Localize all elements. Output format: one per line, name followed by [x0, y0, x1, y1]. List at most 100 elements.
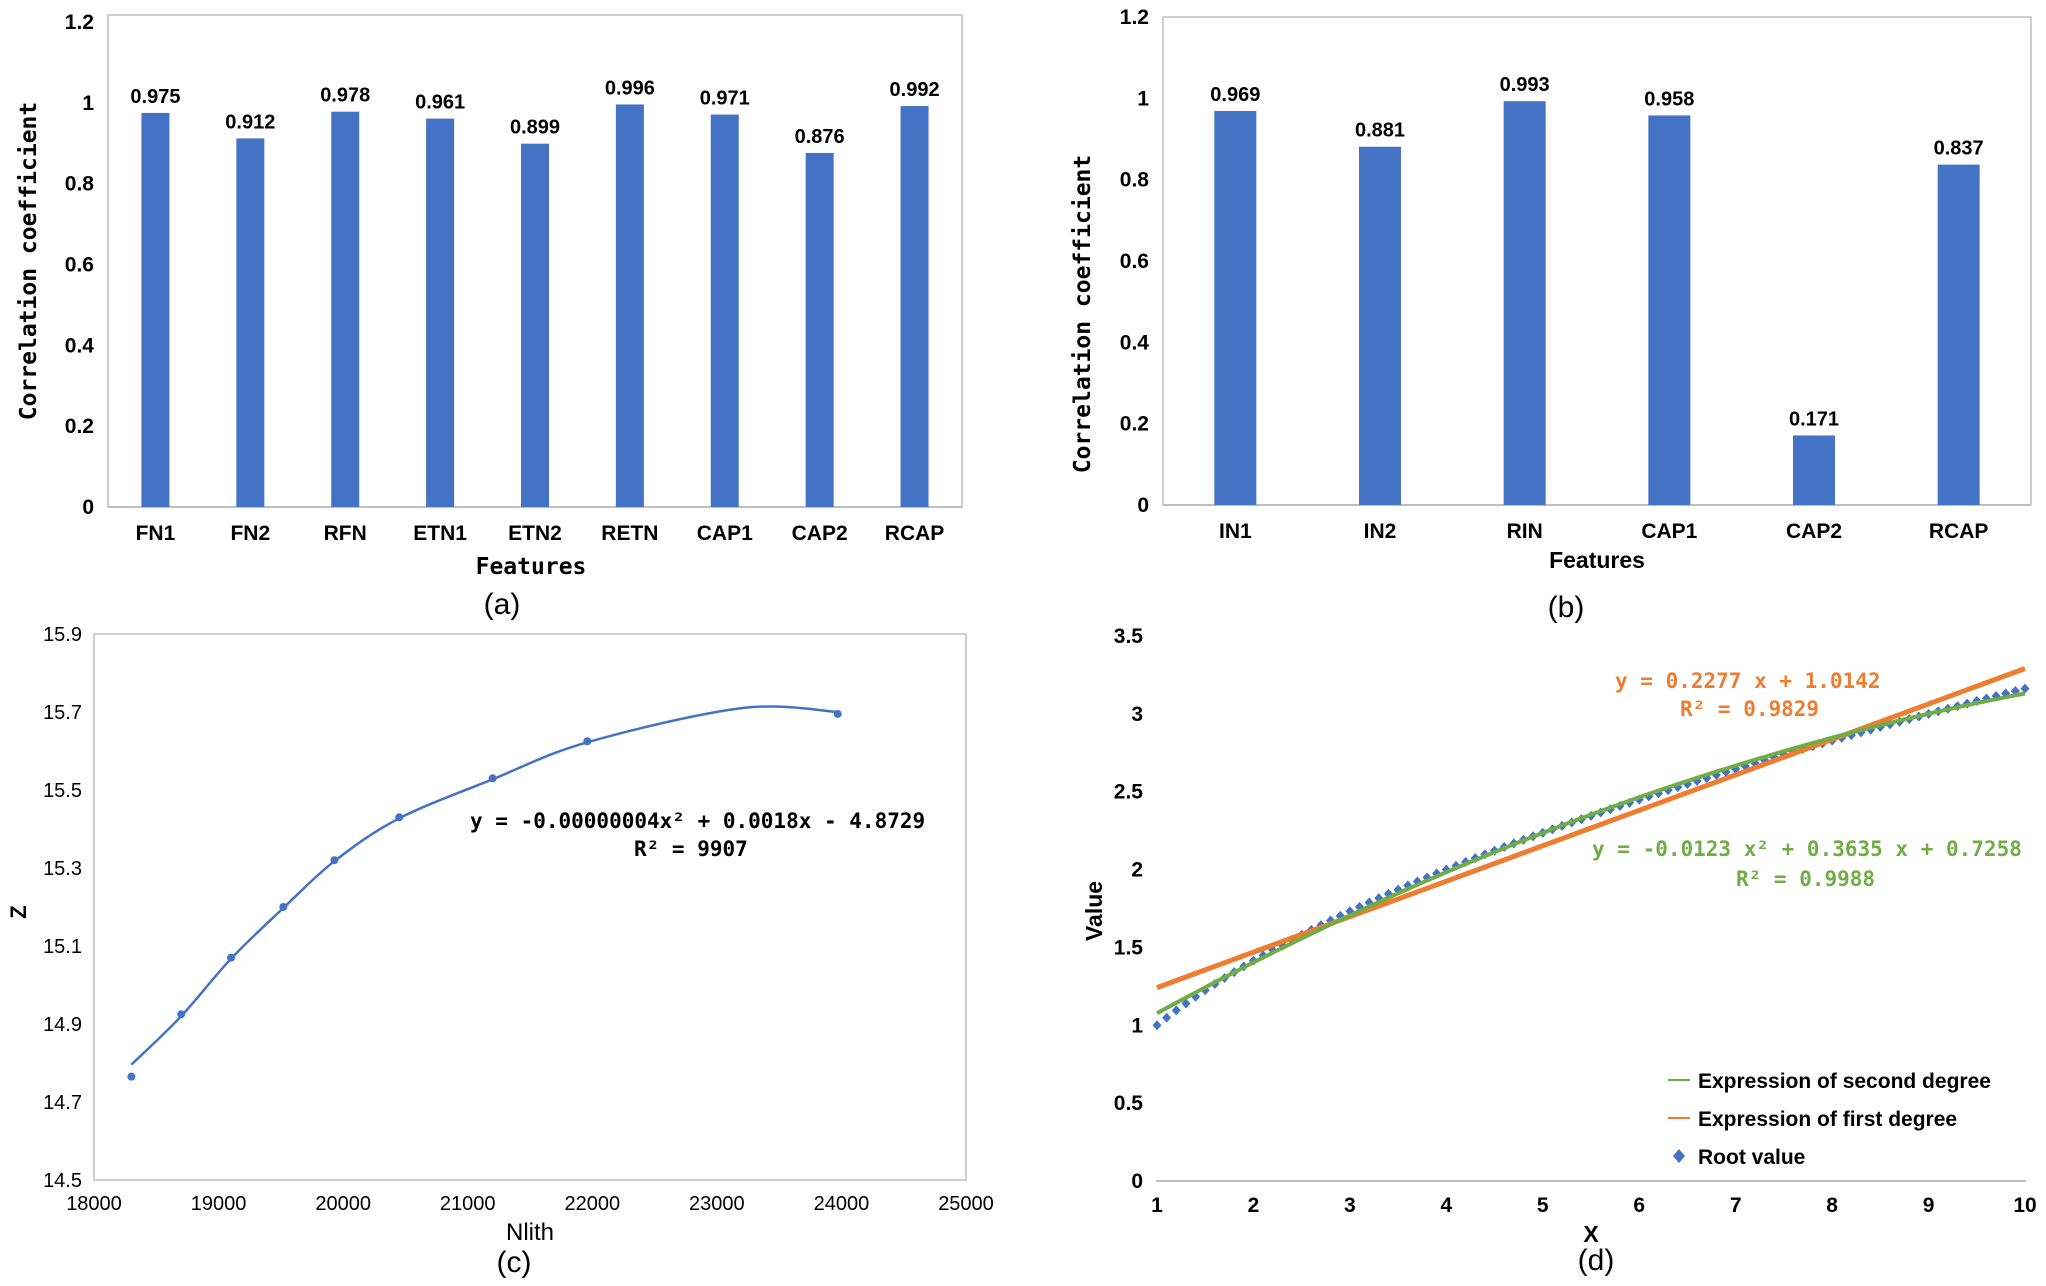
- chart-a-x-tick: ETN2: [508, 522, 562, 545]
- chart-d-x-tick: 4: [1440, 1194, 1452, 1217]
- chart-c-point: [395, 813, 404, 822]
- chart-a-y-tick: 0.8: [65, 173, 95, 196]
- chart-b-x-tick: CAP1: [1641, 520, 1697, 543]
- chart-a-y-tick: 1: [82, 92, 94, 115]
- chart-b-bar-in1: [1214, 110, 1257, 505]
- chart-c-x-label: Nlith: [506, 1219, 554, 1246]
- chart-b-x-label: Features: [1549, 547, 1645, 573]
- chart-a-x-tick: RFN: [324, 522, 367, 545]
- chart-d-y-tick: 3.5: [1114, 625, 1144, 648]
- chart-d: 0 0.5 1 1.5 2 2.5 3 3.5 1 2 3 4 5 6 7 8 9 10 y = 0.2277 …: [1081, 625, 2037, 1277]
- chart-a-y-label: Correlation coefficient: [16, 102, 42, 421]
- chart-a-x-tick: CAP1: [697, 522, 753, 545]
- chart-a-data-label: 0.899: [510, 117, 560, 139]
- chart-d-second-degree-line: [1156, 691, 2026, 1016]
- chart-d-x-tick: 7: [1730, 1194, 1742, 1217]
- chart-a-x-tick: ETN1: [413, 522, 467, 545]
- chart-d-root-point: [2020, 683, 2030, 694]
- chart-a-bar-retn: [615, 104, 644, 507]
- chart-b-y-tick: 0.8: [1120, 169, 1150, 192]
- chart-a-data-label: 0.912: [225, 111, 275, 133]
- chart-c-trendline: [130, 705, 838, 1066]
- chart-c-x-tick: 24000: [814, 1193, 870, 1215]
- chart-a-x-tick: CAP2: [792, 522, 848, 545]
- chart-b-x-tick: IN2: [1364, 520, 1397, 543]
- chart-d-r2-first: R² = 0.9829: [1680, 697, 1819, 721]
- chart-c-x-tick: 22000: [564, 1193, 620, 1215]
- legend-root-value-marker: [1673, 1149, 1685, 1163]
- chart-b-bar-cap2: [1793, 435, 1835, 505]
- chart-d-r2-second: R² = 0.9988: [1736, 867, 1875, 891]
- chart-b: 00.20.40.60.811.2 0.9690.8810.9930.9580.…: [1070, 6, 2032, 624]
- chart-c-x-tick: 21000: [440, 1193, 496, 1215]
- chart-a-y-tick: 0.4: [65, 334, 95, 357]
- chart-d-y-tick: 0: [1131, 1170, 1143, 1193]
- chart-b-x-ticks: IN1 IN2 RIN CAP1 CAP2 RCAP: [1219, 520, 1988, 543]
- chart-a-y-tick: 0: [82, 496, 94, 519]
- chart-a-x-tick: FN2: [230, 522, 270, 545]
- chart-a-x-tick: FN1: [136, 522, 176, 545]
- chart-b-data-label: 0.993: [1500, 74, 1550, 96]
- chart-d-y-label: Value: [1081, 881, 1107, 941]
- chart-b-y-tick: 1: [1137, 87, 1149, 110]
- chart-b-y-tick: 0.2: [1120, 413, 1149, 436]
- chart-a-bar-etn1: [426, 118, 455, 508]
- chart-c: 14.5 14.7 14.9 15.1 15.3 15.5 15.7 15.9 18000 19…: [6, 624, 994, 1279]
- chart-c-x-tick: 23000: [689, 1193, 745, 1215]
- chart-b-data-label: 0.881: [1355, 120, 1405, 142]
- chart-d-root-point: [1171, 1005, 1181, 1016]
- chart-b-x-tick: RCAP: [1929, 520, 1989, 543]
- chart-a-y-tick: 0.6: [65, 254, 94, 277]
- chart-c-point: [279, 903, 288, 911]
- chart-d-y-tick: 2.5: [1114, 781, 1144, 804]
- chart-a-bar-etn2: [521, 143, 549, 507]
- panel-label-a: (a): [484, 588, 521, 621]
- chart-c-equation: y = -0.00000004x² + 0.0018x - 4.8729: [470, 809, 925, 833]
- chart-a-y-tick: 0.2: [65, 415, 94, 438]
- chart-b-y-tick: 0: [1137, 494, 1149, 517]
- chart-d-eq-first: y = 0.2277 x + 1.0142: [1615, 669, 1881, 693]
- chart-a-data-label: 0.996: [605, 77, 655, 99]
- chart-a-bar-cap1: [710, 114, 739, 507]
- legend-first-degree-label: Expression of first degree: [1698, 1108, 1957, 1131]
- chart-d-root-point: [1162, 1012, 1172, 1023]
- chart-a-bars: [141, 104, 929, 508]
- chart-a-y-tick: 1.2: [65, 11, 94, 34]
- chart-b-x-tick: IN1: [1219, 520, 1252, 543]
- chart-c-x-tick: 18000: [66, 1193, 122, 1215]
- chart-c-y-tick: 15.7: [43, 702, 82, 724]
- chart-d-x-tick: 2: [1248, 1194, 1260, 1217]
- chart-d-x-tick: 10: [2013, 1194, 2036, 1217]
- chart-d-y-ticks: 0 0.5 1 1.5 2 2.5 3 3.5: [1114, 625, 1144, 1193]
- chart-a-data-label: 0.975: [130, 86, 180, 108]
- chart-b-bar-rcap: [1937, 164, 1980, 505]
- chart-a-x-tick: RCAP: [885, 522, 945, 545]
- chart-d-legend: Expression of second degree Expression o…: [1668, 1070, 1991, 1169]
- chart-b-bars: [1214, 101, 1980, 506]
- chart-a-bar-rfn: [331, 111, 360, 507]
- chart-b-data-labels: 0.969 0.881 0.993 0.958 0.171 0.837: [1210, 74, 1983, 430]
- chart-b-y-tick: 1.2: [1120, 6, 1149, 29]
- chart-c-point: [488, 774, 497, 783]
- chart-a-data-labels: 0.975 0.912 0.978 0.961 0.899 0.996 0.971 0.876…: [130, 77, 939, 148]
- chart-d-eq-second: y = -0.0123 x² + 0.3635 x + 0.7258: [1592, 837, 2022, 861]
- chart-c-y-label: Z: [6, 905, 31, 918]
- chart-a-data-label: 0.876: [795, 126, 845, 148]
- chart-c-point: [330, 856, 339, 865]
- chart-d-first-degree-line: [1156, 666, 2026, 990]
- legend-second-degree-label: Expression of second degree: [1698, 1070, 1991, 1093]
- chart-c-y-tick: 14.5: [43, 1170, 82, 1192]
- chart-b-data-label: 0.958: [1644, 88, 1694, 110]
- chart-c-y-tick: 14.7: [43, 1092, 82, 1114]
- chart-c-x-tick: 25000: [938, 1193, 994, 1215]
- chart-c-x-ticks: 18000 19000 20000 21000 22000 23000 24000 25000: [66, 1193, 994, 1215]
- chart-d-x-tick: 6: [1633, 1194, 1645, 1217]
- chart-c-point: [583, 737, 592, 746]
- chart-d-x-tick: 8: [1826, 1194, 1838, 1217]
- chart-b-bar-in2: [1359, 146, 1401, 505]
- legend-root-value-label: Root value: [1698, 1146, 1805, 1169]
- chart-b-y-label: Correlation coefficient: [1070, 155, 1096, 474]
- panel-label-c: (c): [497, 1246, 532, 1279]
- chart-a-y-ticks: 0 0.2 0.4 0.6 0.8 1 1.2: [65, 11, 95, 519]
